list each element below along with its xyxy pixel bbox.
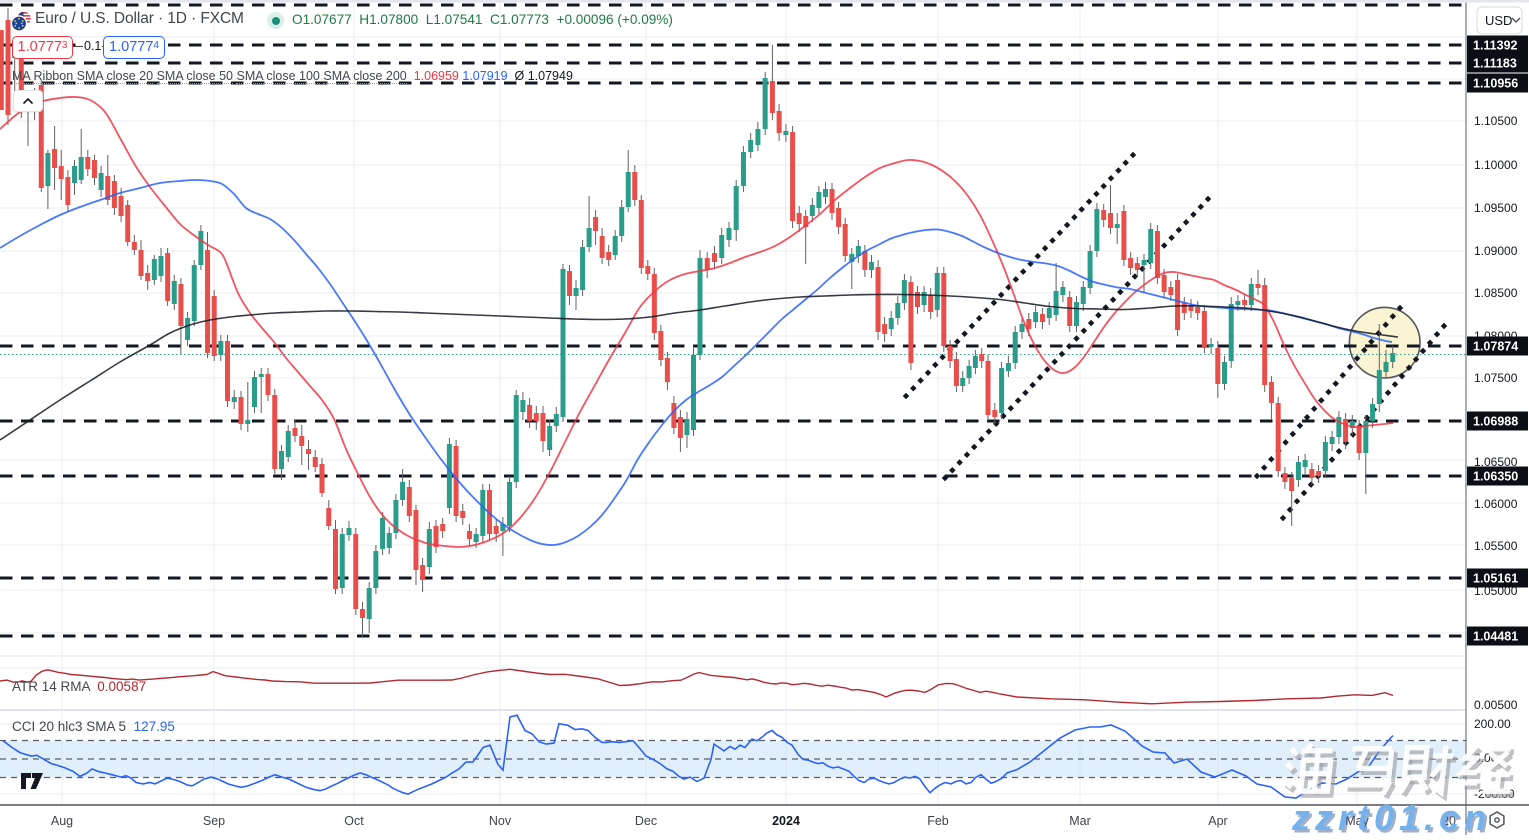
svg-text:1.08500: 1.08500 <box>1474 286 1518 300</box>
svg-text:Feb: Feb <box>927 814 949 828</box>
svg-text:1.09500: 1.09500 <box>1474 201 1518 215</box>
svg-text:Sep: Sep <box>203 814 225 828</box>
svg-text:Nov: Nov <box>489 814 512 828</box>
svg-text:1.09000: 1.09000 <box>1474 244 1518 258</box>
svg-text:May: May <box>1345 814 1369 828</box>
svg-text:Aug: Aug <box>51 814 73 828</box>
svg-text:1.05161: 1.05161 <box>1473 572 1518 586</box>
svg-text:1.10956: 1.10956 <box>1473 77 1518 91</box>
svg-text:Mar: Mar <box>1069 814 1091 828</box>
svg-text:1.04481: 1.04481 <box>1473 630 1518 644</box>
svg-text:1.07874: 1.07874 <box>1473 340 1518 354</box>
svg-text:20: 20 <box>1442 814 1456 828</box>
svg-text:1.06350: 1.06350 <box>1473 470 1518 484</box>
svg-text:1.10000: 1.10000 <box>1474 158 1518 172</box>
svg-text:Dec: Dec <box>635 814 657 828</box>
svg-text:Apr: Apr <box>1208 814 1227 828</box>
svg-text:200.00: 200.00 <box>1474 717 1511 731</box>
svg-text:1.05500: 1.05500 <box>1474 539 1518 553</box>
svg-text:1.11183: 1.11183 <box>1473 57 1517 71</box>
svg-text:1.06988: 1.06988 <box>1473 415 1518 429</box>
svg-text:2024: 2024 <box>772 814 800 828</box>
svg-text:1.10500: 1.10500 <box>1474 114 1518 128</box>
svg-text:Oct: Oct <box>344 814 364 828</box>
svg-text:USD: USD <box>1485 13 1512 28</box>
svg-text:1.07500: 1.07500 <box>1474 371 1518 385</box>
svg-text:1.11392: 1.11392 <box>1473 39 1518 53</box>
svg-text:1.06500: 1.06500 <box>1474 455 1518 469</box>
svg-text:0.00500: 0.00500 <box>1474 698 1518 712</box>
svg-text:1.06000: 1.06000 <box>1474 497 1518 511</box>
